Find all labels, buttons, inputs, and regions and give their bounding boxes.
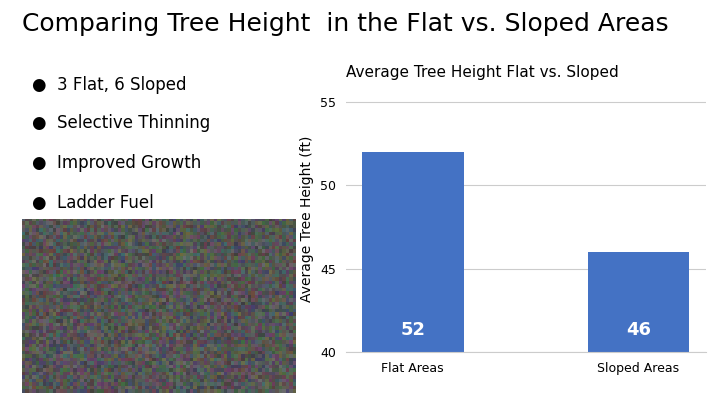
Text: ●  3 Flat, 6 Sloped: ● 3 Flat, 6 Sloped bbox=[32, 76, 186, 94]
Text: 52: 52 bbox=[400, 321, 426, 339]
Bar bbox=[362, 152, 464, 405]
Bar bbox=[588, 252, 689, 405]
Text: Average Tree Height Flat vs. Sloped: Average Tree Height Flat vs. Sloped bbox=[346, 65, 618, 80]
Y-axis label: Average Tree Height (ft): Average Tree Height (ft) bbox=[300, 136, 315, 302]
Text: ●  Improved Growth: ● Improved Growth bbox=[32, 154, 202, 172]
Text: Comparing Tree Height  in the Flat vs. Sloped Areas: Comparing Tree Height in the Flat vs. Sl… bbox=[22, 12, 668, 36]
Text: ●  Ladder Fuel: ● Ladder Fuel bbox=[32, 194, 154, 211]
Text: 46: 46 bbox=[626, 321, 651, 339]
Text: ●  Selective Thinning: ● Selective Thinning bbox=[32, 114, 210, 132]
